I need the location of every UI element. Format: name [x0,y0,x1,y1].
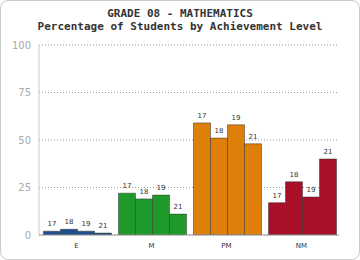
svg-text:21: 21 [99,222,108,230]
svg-text:19: 19 [157,184,166,192]
svg-text:18: 18 [290,171,299,179]
svg-text:17: 17 [198,112,207,120]
svg-text:NM: NM [296,242,307,250]
svg-text:0: 0 [25,230,31,241]
svg-text:19: 19 [82,220,91,228]
svg-text:18: 18 [140,188,149,196]
html-text:GRADE 08 - MATHEMATICS: GRADE 08 - MATHEMATICS [107,7,253,20]
svg-text:19: 19 [232,114,241,122]
svg-text:75: 75 [18,87,31,98]
svg-text:25: 25 [18,182,31,193]
svg-text:21: 21 [249,133,258,141]
svg-text:18: 18 [65,218,74,226]
svg-text:17: 17 [123,182,132,190]
svg-text:18: 18 [215,127,224,135]
svg-text:PM: PM [221,242,231,250]
svg-text:21: 21 [324,148,333,156]
svg-text:21: 21 [174,203,183,211]
svg-text:50: 50 [18,135,31,146]
svg-text:100: 100 [12,40,31,51]
svg-text:19: 19 [307,186,316,194]
svg-text:E: E [74,242,78,250]
html-text:Percentage of Students by Achi: Percentage of Students by Achievement Le… [37,20,323,33]
svg-text:17: 17 [273,192,282,200]
svg-text:M: M [148,242,154,250]
svg-text:17: 17 [48,220,57,228]
